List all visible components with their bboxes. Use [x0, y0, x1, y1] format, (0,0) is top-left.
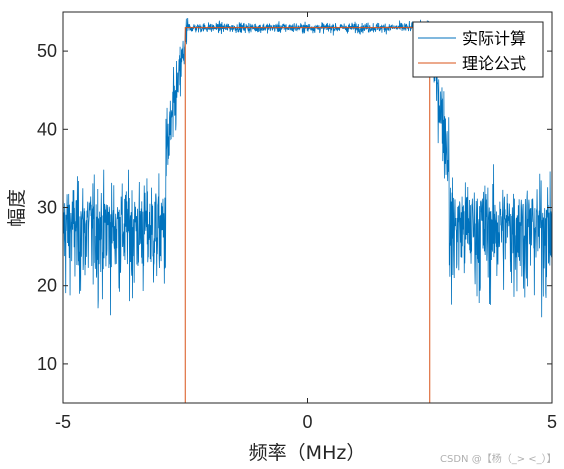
- x-tick-label: 0: [302, 412, 312, 432]
- x-tick-label: -5: [55, 412, 71, 432]
- y-tick-label: 20: [37, 276, 57, 296]
- legend: 实际计算 理论公式: [412, 21, 544, 78]
- y-tick-label: 10: [37, 354, 57, 374]
- legend-box: [412, 21, 544, 78]
- y-tick-label: 50: [37, 41, 57, 61]
- y-tick-label: 40: [37, 119, 57, 139]
- legend-label-theory: 理论公式: [462, 54, 526, 73]
- axis-ticks: [62, 12, 553, 403]
- series-line-theory: [184, 27, 431, 403]
- x-axis-title: 频率（MHz）: [249, 442, 366, 464]
- y-tick-label: 30: [37, 198, 57, 218]
- x-tick-label: 5: [547, 412, 557, 432]
- watermark: CSDN @【杨（_> <_）】: [440, 452, 557, 465]
- legend-label-actual: 实际计算: [462, 29, 526, 48]
- y-axis-title: 幅度: [6, 189, 28, 227]
- tick-labels: -5 0 5 10 20 30 40 50: [37, 41, 557, 432]
- series-theory: [184, 27, 431, 403]
